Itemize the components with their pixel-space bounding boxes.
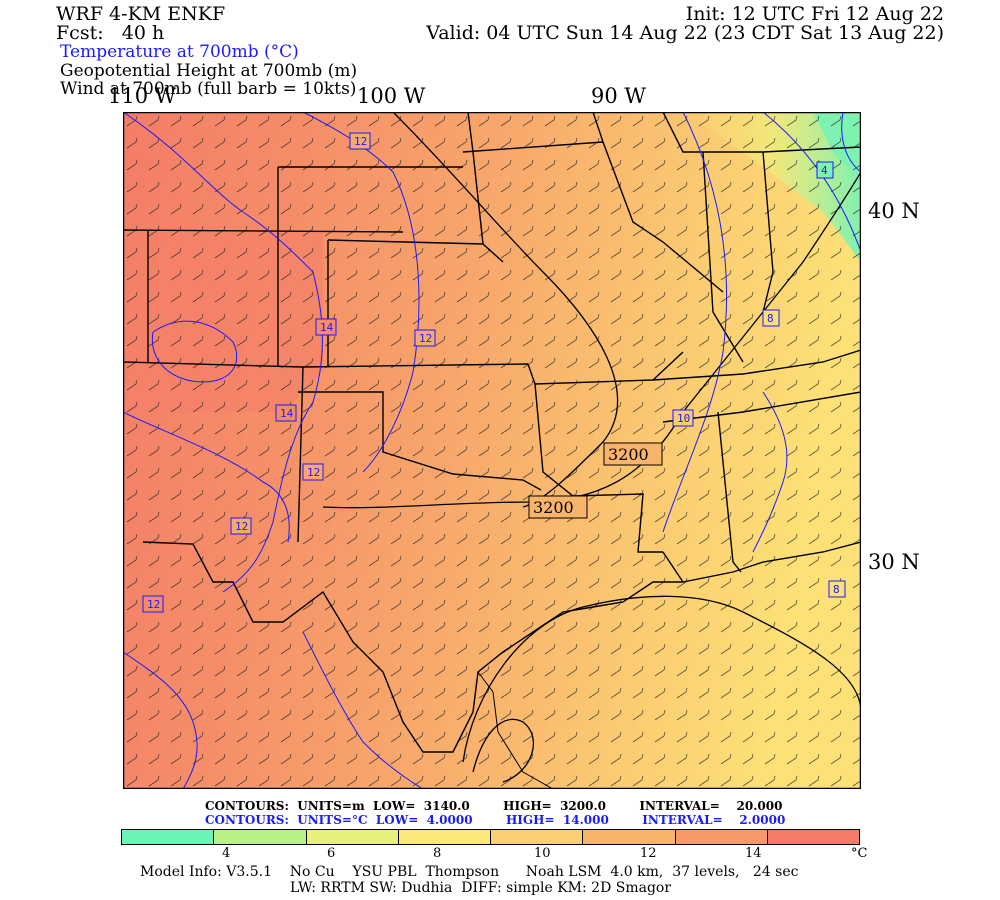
height-label-box — [603, 442, 663, 466]
temp-label-box — [828, 580, 846, 598]
field-height-title: Geopotential Height at 700mb (m) — [60, 61, 358, 81]
colorbar-tick: 6 — [327, 846, 336, 861]
temp-label: 14 — [320, 321, 334, 334]
field-wind-title: Wind at 700mb (full barb = 10kts) — [60, 79, 357, 99]
temp-label-box — [762, 309, 780, 327]
field-temperature-title: Temperature at 700mb (°C) — [60, 42, 299, 62]
temp-label: 12 — [419, 332, 432, 345]
wind-barbs — [123, 112, 861, 789]
valid-time: Valid: 04 UTC Sun 14 Aug 22 (23 CDT Sat … — [426, 22, 944, 44]
temp-label: 8 — [833, 583, 840, 596]
temp-label-box — [349, 132, 371, 150]
colorbar-segment — [491, 830, 584, 844]
lat-label-30n: 30 N — [868, 550, 920, 574]
state-boundaries — [123, 112, 861, 753]
height-labels: 3200 3200 — [528, 442, 663, 519]
height-contour-info: CONTOURS: UNITS=m LOW= 3140.0 HIGH= 3200… — [205, 799, 783, 813]
colorbar-segment — [214, 830, 307, 844]
lon-label-90w: 90 W — [591, 84, 646, 108]
temp-label: 12 — [147, 598, 160, 611]
temp-label-box — [230, 517, 252, 535]
temp-label: 12 — [235, 520, 248, 533]
temp-label: 4 — [821, 164, 828, 177]
colorbar-tick: 14 — [745, 846, 762, 861]
map-border — [123, 112, 861, 789]
temp-label: 12 — [354, 135, 367, 148]
init-time: Init: 12 UTC Fri 12 Aug 22 — [685, 3, 944, 25]
temp-label: 8 — [767, 312, 774, 325]
lon-label-110w: 110 W — [108, 84, 177, 108]
colorbar-segment — [306, 830, 399, 844]
colorbar-segment — [767, 830, 859, 844]
colorbar-tick: 10 — [534, 846, 551, 861]
temp-label-box — [142, 595, 164, 613]
coastline — [477, 671, 554, 789]
lat-label-40n: 40 N — [868, 199, 920, 223]
model-name: WRF 4-KM ENKF — [56, 3, 226, 25]
height-label-box — [528, 495, 588, 519]
colorbar-segment — [122, 830, 215, 844]
weather-map: 12 14 12 14 12 12 12 10 8 8 4 3200 3200 — [123, 112, 861, 789]
temp-label-box — [315, 318, 337, 336]
temp-label: 12 — [307, 466, 320, 479]
temp-label-box — [672, 409, 694, 427]
temp-labels: 12 14 12 14 12 12 12 10 8 8 4 — [142, 132, 846, 613]
temp-contour-info: CONTOURS: UNITS=°C LOW= 4.0000 HIGH= 14.… — [205, 813, 786, 827]
colorbar-segment — [398, 830, 491, 844]
colorbar-segment — [583, 830, 676, 844]
forecast-hour: Fcst: 40 h — [56, 22, 165, 44]
model-info: Model Info: V3.5.1 No Cu YSU PBL Thompso… — [140, 864, 799, 880]
temp-label-box — [275, 404, 297, 422]
color-bar — [121, 829, 860, 845]
model-physics: LW: RRTM SW: Dudhia DIFF: simple KM: 2D … — [290, 880, 672, 896]
temp-label: 10 — [677, 412, 690, 425]
colorbar-tick: 4 — [222, 846, 231, 861]
temp-label: 14 — [280, 407, 294, 420]
height-label: 3200 — [608, 445, 649, 464]
colorbar-segment — [675, 830, 768, 844]
colorbar-unit: °C — [851, 846, 868, 861]
height-label: 3200 — [533, 498, 574, 517]
lon-label-100w: 100 W — [357, 84, 426, 108]
temp-label-box — [302, 463, 324, 481]
temp-label-box — [414, 329, 436, 347]
colorbar-tick: 8 — [433, 846, 442, 861]
colorbar-tick: 12 — [640, 846, 657, 861]
temp-label-box — [816, 161, 834, 179]
